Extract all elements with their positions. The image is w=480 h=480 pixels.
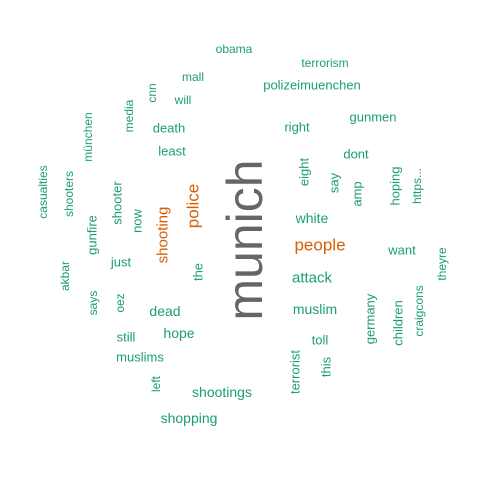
word-akbar: akbar xyxy=(58,260,72,292)
word-polizeimuenchen: polizeimuenchen xyxy=(263,77,361,93)
word-children: children xyxy=(390,300,406,346)
word-left: left xyxy=(149,375,163,393)
word-https: https... xyxy=(410,167,424,205)
word-shootings: shootings xyxy=(192,384,252,400)
word-muslims: muslims xyxy=(116,349,164,365)
word-still: still xyxy=(116,329,136,345)
word-gunmen: gunmen xyxy=(349,109,397,125)
word-terrorism: terrorism xyxy=(301,56,349,70)
word-now: now xyxy=(129,209,145,233)
word-muslim: muslim xyxy=(292,301,338,317)
word-attack: attack xyxy=(291,269,333,287)
word-right: right xyxy=(284,119,310,135)
word-obama: obama xyxy=(215,42,253,56)
word-want: want xyxy=(388,242,416,258)
word-the: the xyxy=(190,262,206,282)
word-media: media xyxy=(122,99,136,133)
word-cnn: cnn xyxy=(145,83,159,103)
word-toll: toll xyxy=(311,332,329,348)
word-hoping: hoping xyxy=(387,166,403,206)
word-dead: dead xyxy=(149,303,181,319)
word-amp: amp xyxy=(349,181,365,207)
word-police: police xyxy=(183,183,203,229)
word-people: people xyxy=(294,235,346,255)
word-death: death xyxy=(152,120,186,136)
word-mall: mall xyxy=(181,70,205,84)
word-just: just xyxy=(110,254,132,270)
word-white: white xyxy=(295,210,329,226)
word-dont: dont xyxy=(343,146,369,162)
word-münchen: münchen xyxy=(81,112,95,162)
word-oez: oez xyxy=(113,293,127,313)
word-this: this xyxy=(318,356,334,378)
word-terrorist: terrorist xyxy=(287,349,303,395)
word-least: least xyxy=(158,143,186,159)
word-craigcons: craigcons xyxy=(412,285,426,337)
word-shooting: shooting xyxy=(154,206,172,264)
word-say: say xyxy=(326,172,342,194)
word-casualties: casualties xyxy=(36,165,50,219)
word-gunfire: gunfire xyxy=(84,215,100,255)
word-hope: hope xyxy=(163,325,195,341)
word-shopping: shopping xyxy=(160,410,218,426)
word-shooters: shooters xyxy=(62,170,76,218)
word-eight: eight xyxy=(296,157,312,187)
word-theyre: theyre xyxy=(435,247,449,281)
word-will: will xyxy=(174,93,192,107)
word-munich: munich xyxy=(217,159,273,321)
word-shooter: shooter xyxy=(109,181,125,225)
word-says: says xyxy=(86,290,100,316)
word-germany: germany xyxy=(362,293,378,345)
